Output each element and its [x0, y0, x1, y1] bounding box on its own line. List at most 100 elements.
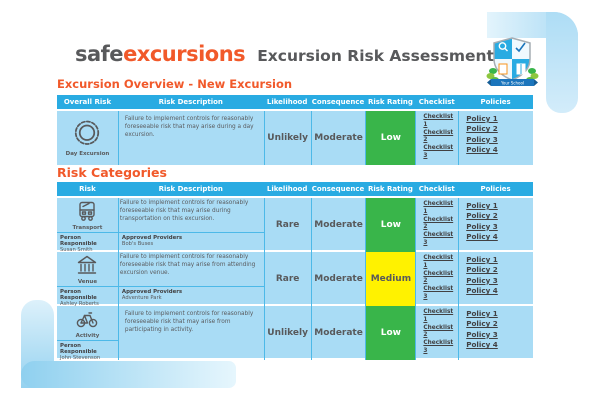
policy-link[interactable]: Policy 2	[466, 265, 498, 275]
consequence-value: Moderate	[310, 306, 366, 360]
page-title: Excursion Risk Assessment	[257, 47, 494, 65]
checklist-link[interactable]: Checklist 2	[423, 324, 454, 339]
risk-description: Failure to implement controls for reason…	[119, 254, 256, 277]
checklist-link[interactable]: Checklist 3	[423, 145, 454, 160]
policy-link[interactable]: Policy 3	[466, 329, 498, 339]
overall-risk-cell: Day Excursion	[57, 111, 118, 165]
col-header-risk-description: Risk Description	[158, 98, 223, 106]
col-header-checklist: Checklist	[418, 185, 455, 193]
risk-cell: Transport Person Responsible Susan Smith	[57, 198, 118, 254]
policy-links: Policy 1 Policy 2 Policy 3 Policy 4	[458, 252, 533, 306]
likelihood-value: Unlikely	[263, 111, 311, 165]
risk-row-transport: Transport Person Responsible Susan Smith…	[57, 196, 533, 254]
bus-icon	[79, 201, 96, 221]
overview-row-day-excursion: Day Excursion Failure to implement contr…	[57, 109, 533, 165]
risk-description: Failure to implement controls for reason…	[119, 200, 249, 223]
person-responsible-cell: Person Responsible John Stevenson	[57, 340, 118, 362]
person-responsible-label: Person Responsible	[60, 288, 97, 301]
approved-providers-label: Approved Providers	[121, 234, 183, 241]
policy-links: Policy 1 Policy 2 Policy 3 Policy 4	[458, 111, 533, 165]
bank-building-icon	[78, 255, 97, 274]
risk-categories-table: Risk Risk Description Likelihood Consequ…	[57, 182, 533, 362]
likelihood-value: Unlikely	[263, 306, 311, 360]
policy-link[interactable]: Policy 1	[466, 114, 498, 123]
person-responsible-value: John Stevenson	[60, 355, 101, 362]
checklist-link[interactable]: Checklist 3	[423, 286, 454, 301]
policy-link[interactable]: Policy 1	[466, 309, 498, 318]
risk-row-venue: Venue Person Responsible Ashley Roberts …	[57, 250, 533, 308]
col-header-likelihood: Likelihood	[266, 98, 308, 106]
risk-rating-badge: Low	[365, 198, 416, 252]
checklist-link[interactable]: Checklist 1	[423, 201, 454, 215]
person-responsible-value: Susan Smith	[60, 247, 93, 254]
approved-providers-label: Approved Providers	[121, 288, 183, 295]
col-header-consequence: Consequence	[311, 185, 365, 193]
risk-rating-badge: Low	[365, 306, 416, 360]
risk-row-activity: Activity Person Responsible John Stevens…	[57, 304, 533, 362]
col-header-risk-description: Risk Description	[158, 185, 223, 193]
col-header-likelihood: Likelihood	[266, 185, 308, 193]
checklist-link[interactable]: Checklist 1	[423, 255, 454, 269]
checklist-link[interactable]: Checklist 3	[423, 340, 454, 355]
approved-providers-cell: Approved Providers Bob's Buses	[118, 232, 264, 252]
person-responsible-value: Ashley Roberts	[60, 301, 99, 308]
policy-link[interactable]: Policy 3	[466, 221, 498, 231]
policy-link[interactable]: Policy 1	[466, 201, 498, 210]
approved-providers-cell: Approved Providers Adventure Park	[118, 286, 264, 306]
person-responsible-label: Person Responsible	[60, 234, 97, 247]
checklist-link[interactable]: Checklist 2	[423, 129, 454, 144]
risk-categories-table-header: Risk Risk Description Likelihood Consequ…	[57, 182, 533, 196]
day-excursion-badge-icon	[75, 120, 100, 145]
likelihood-value: Rare	[263, 198, 311, 252]
policy-link[interactable]: Policy 4	[466, 232, 498, 242]
risk-icon-cell: Activity	[57, 306, 118, 340]
approved-providers-value: Adventure Park	[121, 294, 162, 301]
checklist-links: Checklist 1 Checklist 2 Checklist 3	[415, 252, 458, 306]
risk-label: Transport	[72, 225, 103, 231]
checklist-link[interactable]: Checklist 3	[423, 232, 454, 247]
risk-icon-cell: Transport	[57, 198, 118, 232]
checklist-link[interactable]: Checklist 2	[423, 270, 454, 285]
risk-cell: Venue Person Responsible Ashley Roberts	[57, 252, 118, 308]
safeexcursions-logo: safeexcursions	[75, 42, 246, 66]
checklist-links: Checklist 1 Checklist 2 Checklist 3	[415, 306, 458, 360]
risk-description: Failure to implement controls for reason…	[117, 111, 264, 165]
risk-label: Activity	[75, 333, 100, 339]
overview-table-header: Overall Risk Risk Description Likelihood…	[57, 95, 533, 109]
logo-safe: safe	[75, 42, 124, 66]
corner-accent-right	[546, 12, 578, 113]
policy-link[interactable]: Policy 2	[466, 124, 498, 134]
col-header-risk-rating: Risk Rating	[367, 185, 413, 193]
policy-links: Policy 1 Policy 2 Policy 3 Policy 4	[458, 306, 533, 360]
overall-risk-label: Day Excursion	[65, 151, 110, 157]
school-crest-logo: Your School	[486, 35, 539, 94]
corner-accent-bottom-left	[21, 361, 236, 388]
consequence-value: Moderate	[310, 252, 366, 306]
person-responsible-label: Person Responsible	[60, 342, 97, 355]
risk-cell: Activity Person Responsible John Stevens…	[57, 306, 118, 362]
policy-link[interactable]: Policy 4	[466, 340, 498, 350]
col-header-checklist: Checklist	[418, 98, 455, 106]
checklist-link[interactable]: Checklist 1	[423, 114, 454, 128]
overview-section-heading: Excursion Overview - New Excursion	[57, 77, 293, 91]
policy-link[interactable]: Policy 4	[466, 145, 498, 155]
col-header-risk-rating: Risk Rating	[367, 98, 413, 106]
logo-excursions: excursions	[123, 42, 246, 66]
policy-link[interactable]: Policy 4	[466, 286, 498, 296]
person-responsible-cell: Person Responsible Ashley Roberts	[57, 286, 118, 308]
checklist-links: Checklist 1 Checklist 2 Checklist 3	[415, 111, 458, 165]
checklist-link[interactable]: Checklist 2	[423, 216, 454, 231]
consequence-value: Moderate	[310, 111, 366, 165]
risk-categories-heading: Risk Categories	[57, 165, 167, 180]
checklist-link[interactable]: Checklist 1	[423, 309, 454, 323]
approved-providers-value: Bob's Buses	[121, 240, 154, 247]
policy-link[interactable]: Policy 2	[466, 211, 498, 221]
school-crest-icon: Your School	[486, 37, 539, 86]
description-cell: Failure to implement controls for reason…	[117, 252, 264, 306]
policy-links: Policy 1 Policy 2 Policy 3 Policy 4	[458, 198, 533, 252]
policy-link[interactable]: Policy 3	[466, 134, 498, 144]
policy-link[interactable]: Policy 3	[466, 275, 498, 285]
policy-link[interactable]: Policy 1	[466, 255, 498, 264]
policy-link[interactable]: Policy 2	[466, 319, 498, 329]
